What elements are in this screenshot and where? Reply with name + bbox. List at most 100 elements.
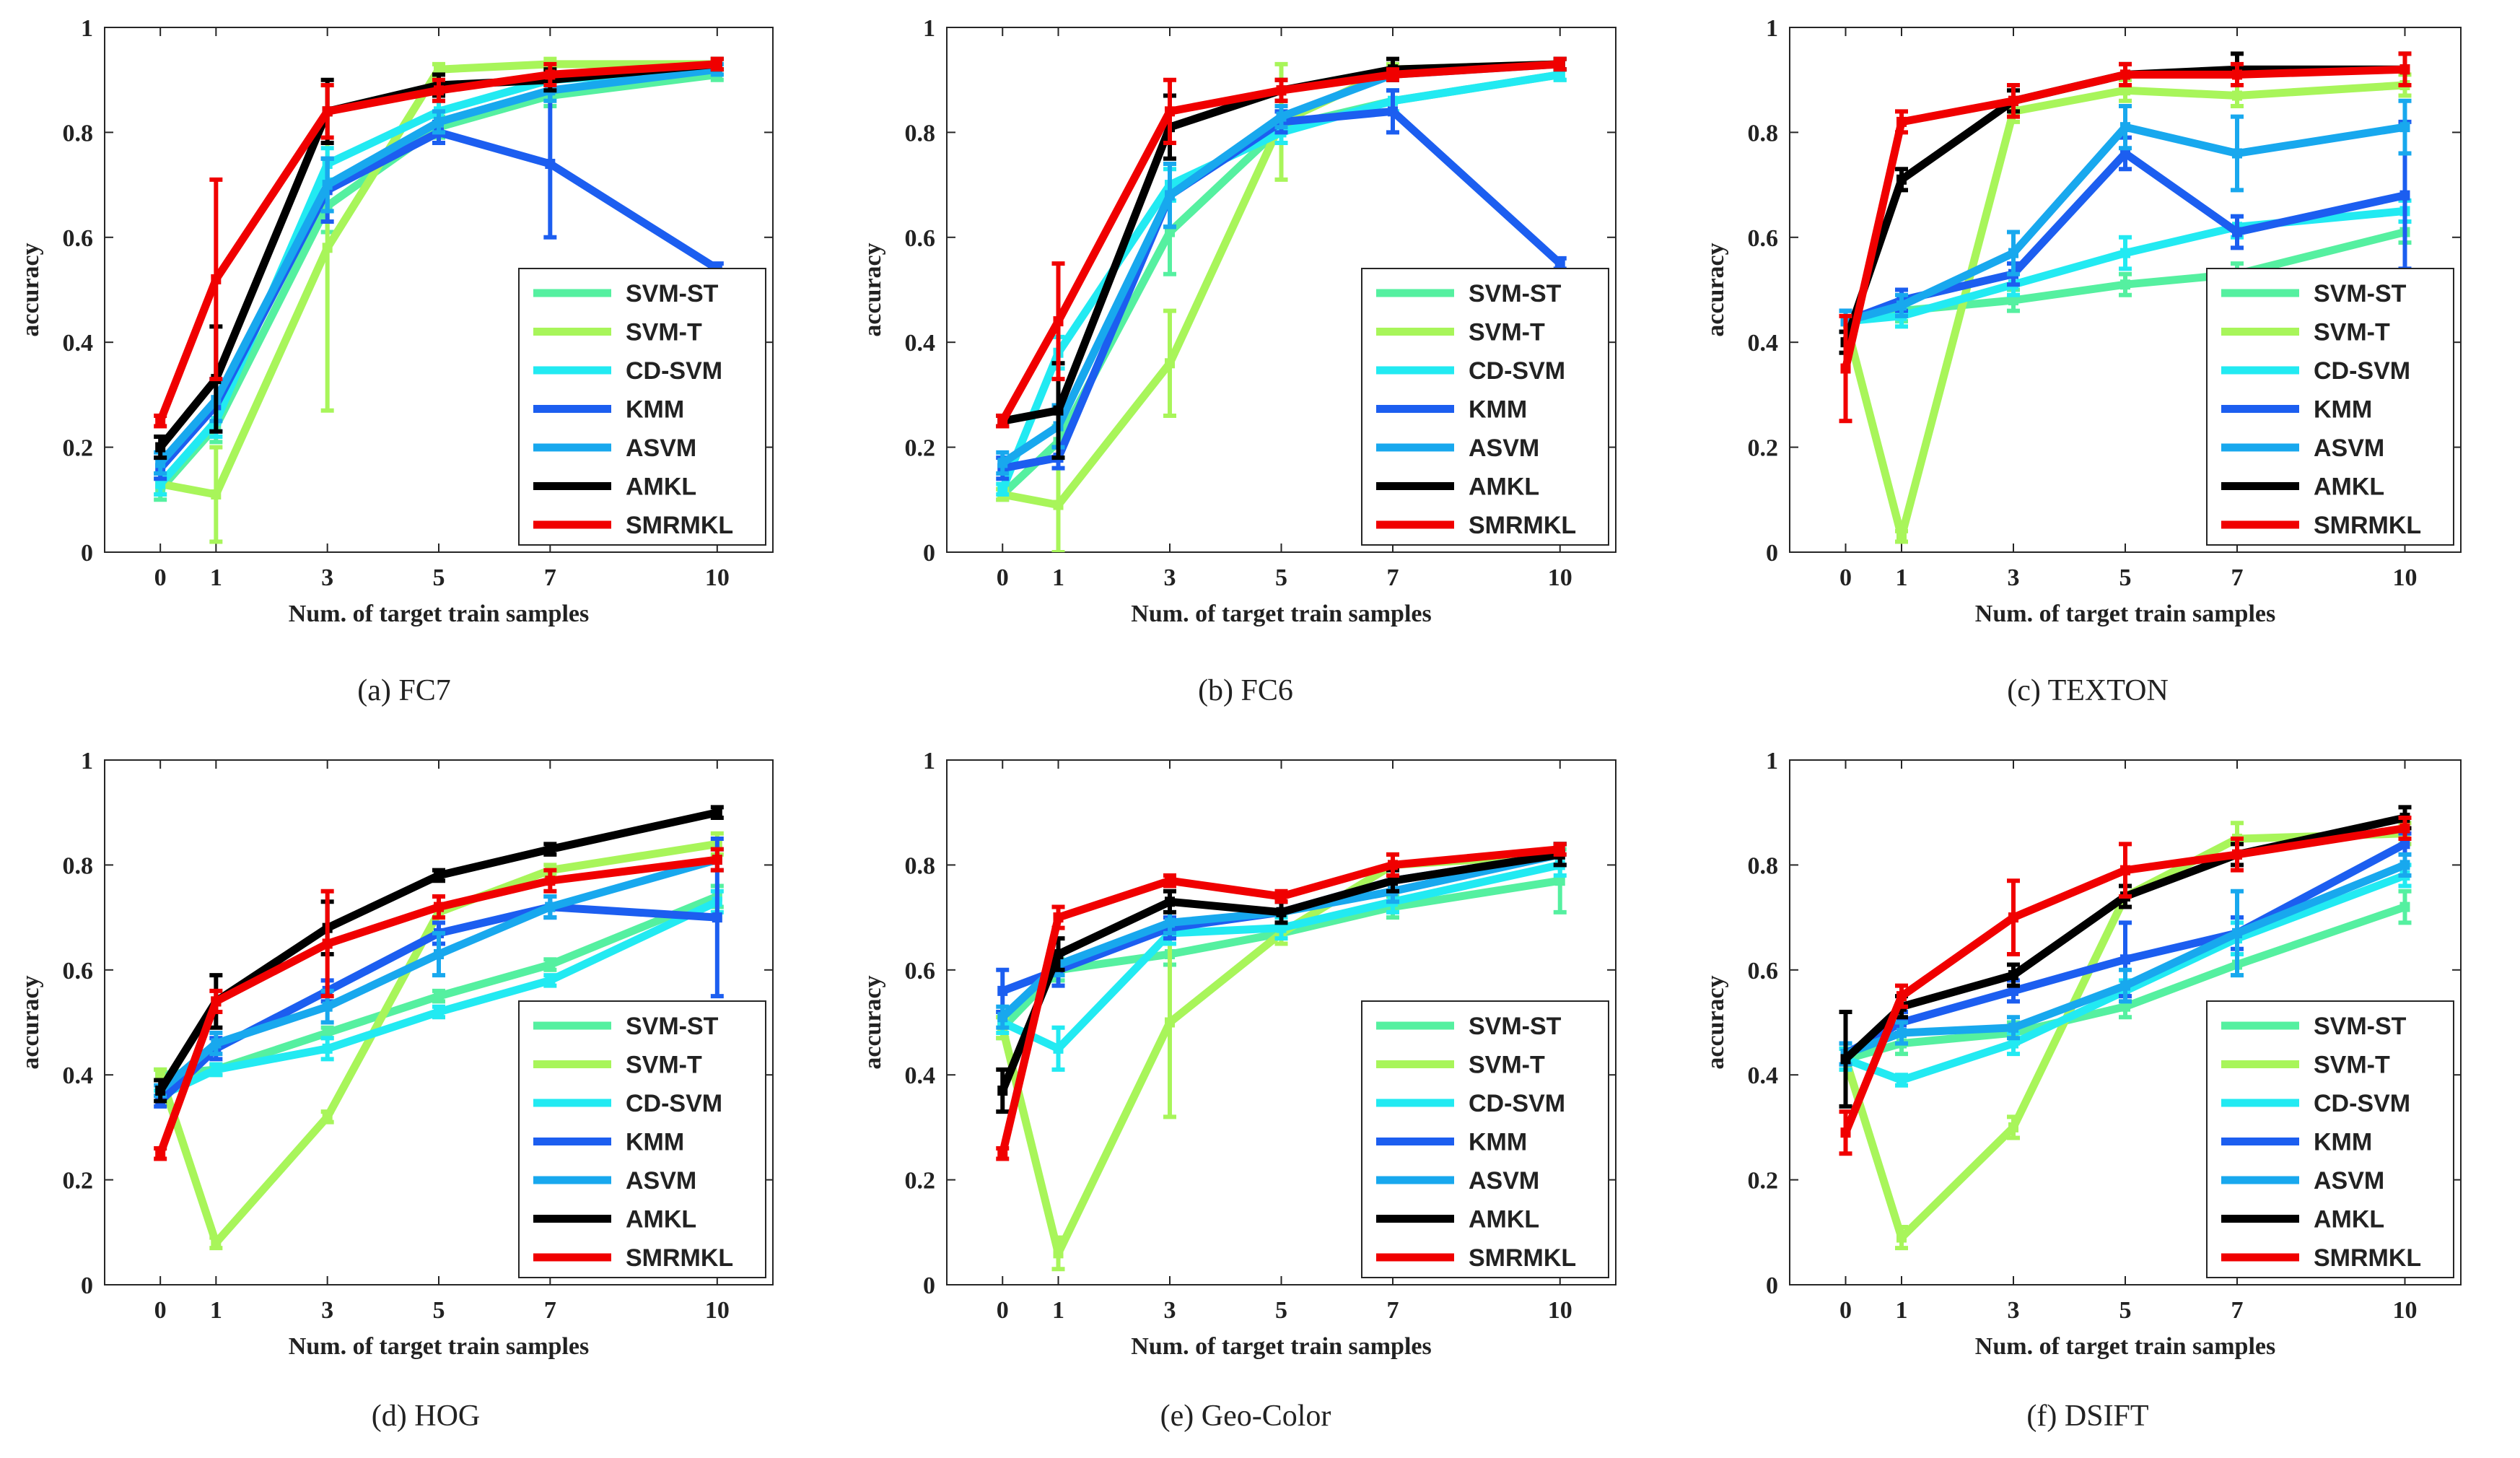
data-point <box>434 902 444 912</box>
x-tick-label: 1 <box>1052 1297 1064 1324</box>
legend-label-svm-t: SVM-T <box>1469 1052 1545 1079</box>
data-point <box>155 442 166 453</box>
data-point <box>2120 148 2130 159</box>
legend: SVM-ST SVM-T CD-SVM KMM ASVM AMKL SMRMKL <box>1361 1000 1609 1278</box>
data-point <box>1896 174 1907 185</box>
y-tick-label: 0.6 <box>1748 958 1779 985</box>
subfigure-caption: (a) FC7 <box>357 674 451 707</box>
x-tick-label: 1 <box>1052 564 1064 591</box>
series-line-cd-svm <box>158 898 719 1100</box>
data-point <box>997 1148 1008 1159</box>
data-point <box>2120 69 2130 80</box>
plot-series-group <box>1839 805 2412 1251</box>
legend-label-smrmkl: SMRMKL <box>2314 512 2421 539</box>
y-tick-label: 0.2 <box>63 1168 94 1195</box>
y-tick-label: 0.4 <box>1748 1062 1779 1089</box>
y-tick-label: 0.4 <box>1748 330 1779 357</box>
data-point <box>712 855 722 865</box>
y-tick-label: 1 <box>81 748 93 774</box>
data-point <box>997 1012 1008 1023</box>
series-line-asvm <box>1844 861 2407 1058</box>
data-point <box>2399 902 2410 912</box>
subfigure-caption: (c) TEXTON <box>2007 674 2169 707</box>
series-smrmkl <box>1839 815 2412 1156</box>
y-tick-label: 0.8 <box>63 852 94 879</box>
y-tick-label: 0.2 <box>1748 1168 1779 1195</box>
x-tick-label: 3 <box>321 1297 333 1324</box>
y-tick-label: 0 <box>81 540 93 567</box>
data-point <box>155 416 166 427</box>
data-point <box>434 1006 444 1017</box>
series-line-cd-svm <box>1000 861 1561 1053</box>
y-tick-label: 1 <box>1766 748 1778 774</box>
series-line-asvm <box>1845 123 2406 326</box>
data-point <box>545 902 556 912</box>
data-point <box>1276 907 1287 917</box>
data-point <box>1053 405 1064 416</box>
data-point <box>1554 258 1565 269</box>
data-point <box>322 180 333 191</box>
series-line-asvm <box>157 65 718 466</box>
data-point <box>1276 922 1287 933</box>
legend-label-amkl: AMKL <box>2314 1206 2384 1234</box>
y-tick-label: 0.4 <box>63 1062 94 1089</box>
data-point <box>997 1086 1008 1096</box>
legend: SVM-ST SVM-T CD-SVM KMM ASVM AMKL SMRMKL <box>518 268 766 546</box>
legend-label-svm-t: SVM-T <box>2314 319 2390 346</box>
x-tick-label: 10 <box>1548 1297 1572 1324</box>
plot-series-group <box>996 842 1567 1272</box>
data-point <box>155 458 166 468</box>
legend-label-cd-svm: CD-SVM <box>2314 1090 2410 1117</box>
y-tick-label: 0 <box>923 540 935 567</box>
data-point <box>2120 122 2130 133</box>
legend: SVM-ST SVM-T CD-SVM KMM ASVM AMKL SMRMKL <box>2206 268 2454 546</box>
legend-label-cd-svm: CD-SVM <box>626 1090 722 1117</box>
y-axis-label: accuracy <box>1702 975 1729 1069</box>
legend-label-asvm: ASVM <box>626 1167 696 1195</box>
x-tick-label: 7 <box>2231 1297 2244 1324</box>
y-tick-label: 0.2 <box>905 435 936 462</box>
data-point <box>1388 106 1398 117</box>
plot-series-group <box>154 56 724 544</box>
data-point <box>434 870 444 881</box>
data-point <box>2232 148 2242 159</box>
data-point <box>322 1043 333 1054</box>
x-axis-label: Num. of target train samples <box>1131 1333 1431 1360</box>
y-axis-label: accuracy <box>17 243 44 336</box>
data-point <box>1896 300 1907 311</box>
data-point <box>434 64 444 75</box>
data-point <box>1276 85 1287 96</box>
legend-label-cd-svm: CD-SVM <box>1469 1090 1565 1117</box>
series-line-smrmkl <box>998 845 1561 1155</box>
data-point <box>322 243 333 253</box>
data-point <box>1053 316 1064 327</box>
y-tick-label: 0.8 <box>905 120 936 147</box>
data-point <box>712 58 722 69</box>
data-point <box>1388 860 1398 870</box>
x-tick-label: 1 <box>1896 1297 1908 1324</box>
data-point <box>1165 358 1175 369</box>
data-point <box>211 274 222 284</box>
legend-label-svm-t: SVM-T <box>626 1052 702 1079</box>
data-point <box>1896 1232 1907 1243</box>
data-point <box>434 948 444 959</box>
legend: SVM-ST SVM-T CD-SVM KMM ASVM AMKL SMRMKL <box>518 1000 766 1278</box>
data-point <box>155 1070 166 1081</box>
legend-label-amkl: AMKL <box>1469 1206 1539 1234</box>
data-point <box>322 1112 333 1122</box>
data-point <box>545 159 556 170</box>
x-tick-label: 5 <box>1275 1297 1287 1324</box>
legend-label-asvm: ASVM <box>1469 1167 1539 1195</box>
data-point <box>997 416 1008 427</box>
y-tick-label: 0.4 <box>63 330 94 357</box>
data-point <box>1388 876 1398 886</box>
x-tick-label: 5 <box>433 1297 445 1324</box>
y-tick-label: 0 <box>1766 540 1778 567</box>
x-tick-label: 5 <box>2119 564 2132 591</box>
legend-label-amkl: AMKL <box>626 1206 696 1234</box>
series-line-smrmkl <box>157 855 718 1156</box>
data-point <box>1840 1054 1851 1065</box>
